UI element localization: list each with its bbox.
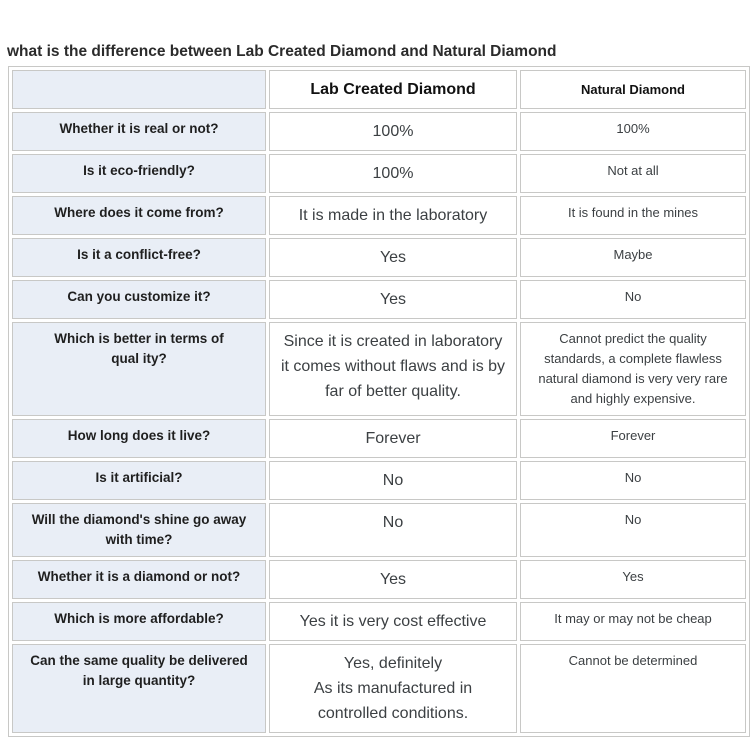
question-cell: How long does it live?	[12, 419, 266, 458]
lab-created-answer-cell: No	[269, 503, 517, 557]
natural-answer-cell: No	[520, 280, 746, 319]
table-row: Which is more affordable? Yes it is very…	[12, 602, 746, 641]
natural-answer-cell: Forever	[520, 419, 746, 458]
question-cell: Is it a conflict-free?	[12, 238, 266, 277]
question-cell: Can you customize it?	[12, 280, 266, 319]
lab-created-answer-cell: It is made in the laboratory	[269, 196, 517, 235]
lab-created-answer-cell: Forever	[269, 419, 517, 458]
table-row: Which is better in terms of qual ity? Si…	[12, 322, 746, 416]
natural-answer-cell: No	[520, 461, 746, 500]
lab-created-answer-cell: Yes	[269, 280, 517, 319]
table-row: Whether it is a diamond or not? Yes Yes	[12, 560, 746, 599]
question-cell: Which is better in terms of qual ity?	[12, 322, 266, 416]
question-cell: Will the diamond's shine go away with ti…	[12, 503, 266, 557]
lab-created-answer-cell: Yes it is very cost effective	[269, 602, 517, 641]
page-title: what is the difference between Lab Creat…	[7, 43, 557, 60]
question-cell: Can the same quality be delivered in lar…	[12, 644, 266, 733]
question-cell: Whether it is a diamond or not?	[12, 560, 266, 599]
natural-answer-cell: Maybe	[520, 238, 746, 277]
natural-answer-cell: Not at all	[520, 154, 746, 193]
lab-created-answer-cell: Yes	[269, 238, 517, 277]
table-row: Will the diamond's shine go away with ti…	[12, 503, 746, 557]
lab-created-answer-cell: 100%	[269, 154, 517, 193]
question-cell: Whether it is real or not?	[12, 112, 266, 151]
column-header-lab-created-diamond: Lab Created Diamond	[269, 70, 517, 109]
lab-created-answer-cell: Yes	[269, 560, 517, 599]
table-row: Is it a conflict-free? Yes Maybe	[12, 238, 746, 277]
table-row: Is it artificial? No No	[12, 461, 746, 500]
question-cell: Where does it come from?	[12, 196, 266, 235]
natural-answer-cell: It is found in the mines	[520, 196, 746, 235]
natural-answer-cell: Cannot predict the quality standards, a …	[520, 322, 746, 416]
table-row: How long does it live? Forever Forever	[12, 419, 746, 458]
natural-answer-cell: 100%	[520, 112, 746, 151]
column-header-natural-diamond: Natural Diamond	[520, 70, 746, 109]
lab-created-answer-cell: Yes, definitely As its manufactured in c…	[269, 644, 517, 733]
table-row: Whether it is real or not? 100% 100%	[12, 112, 746, 151]
table-row: Can the same quality be delivered in lar…	[12, 644, 746, 733]
question-cell: Is it artificial?	[12, 461, 266, 500]
header-row: Lab Created Diamond Natural Diamond	[12, 70, 746, 109]
comparison-table-body: Whether it is real or not? 100% 100% Is …	[12, 112, 746, 733]
natural-answer-cell: Yes	[520, 560, 746, 599]
natural-answer-cell: Cannot be determined	[520, 644, 746, 733]
question-cell: Which is more affordable?	[12, 602, 266, 641]
natural-answer-cell: No	[520, 503, 746, 557]
table-row: Is it eco-friendly? 100% Not at all	[12, 154, 746, 193]
lab-created-answer-cell: 100%	[269, 112, 517, 151]
lab-created-answer-cell: Since it is created in laboratory it com…	[269, 322, 517, 416]
comparison-table: Lab Created Diamond Natural Diamond Whet…	[8, 66, 750, 737]
corner-cell	[12, 70, 266, 109]
natural-answer-cell: It may or may not be cheap	[520, 602, 746, 641]
question-cell: Is it eco-friendly?	[12, 154, 266, 193]
lab-created-answer-cell: No	[269, 461, 517, 500]
table-row: Can you customize it? Yes No	[12, 280, 746, 319]
table-row: Where does it come from? It is made in t…	[12, 196, 746, 235]
